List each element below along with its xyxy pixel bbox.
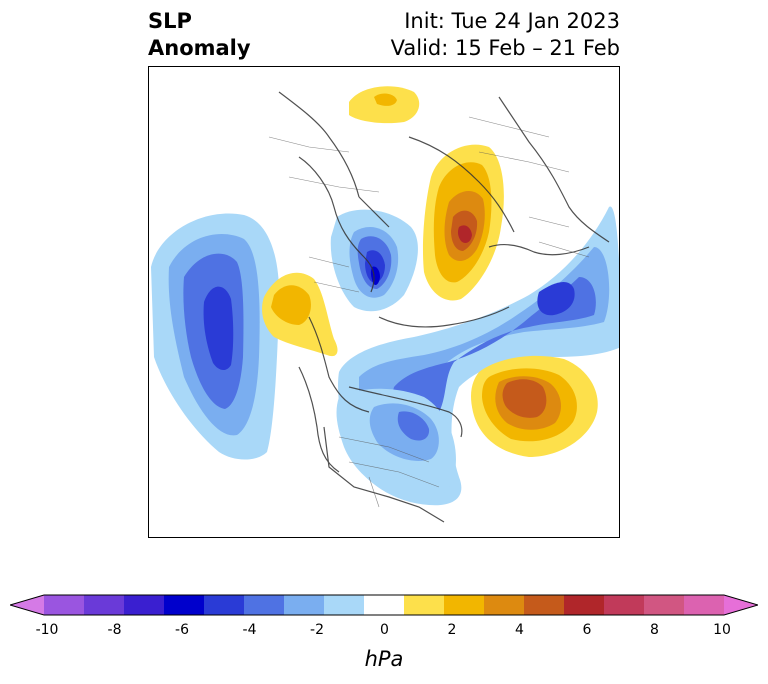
colorbar-swatch <box>644 595 685 615</box>
colorbar-tick-label: 2 <box>447 622 457 638</box>
colorbar-tick-label: 10 <box>713 622 731 638</box>
colorbar-swatch <box>324 595 365 615</box>
siberia-high-anomaly <box>422 144 504 301</box>
title-line-1: SLP <box>148 9 192 33</box>
colorbar-swatch <box>444 595 485 615</box>
colorbar <box>10 594 758 616</box>
colorbar-swatch <box>164 595 205 615</box>
valid-range: Valid: 15 Feb – 21 Feb <box>390 36 620 60</box>
map-title: SLP Anomaly <box>148 8 251 62</box>
colorbar-tick-label: 8 <box>650 622 659 638</box>
colorbar-tick-label: -8 <box>107 622 122 638</box>
colorbar-extend-min <box>10 595 44 615</box>
valid-dates: Init: Tue 24 Jan 2023 Valid: 15 Feb – 21… <box>391 8 620 62</box>
colorbar-tick-label: -4 <box>242 622 257 638</box>
colorbar-outline <box>10 594 758 616</box>
colorbar-swatch <box>524 595 565 615</box>
colorbar-swatch <box>604 595 645 615</box>
colorbar-swatch <box>244 595 285 615</box>
colorbar-swatch <box>204 595 245 615</box>
colorbar-swatch <box>364 595 405 615</box>
colorbar-tick-label: 0 <box>380 622 389 638</box>
colorbar-swatch <box>124 595 165 615</box>
east-pacific-high <box>262 272 338 357</box>
colorbar-tick-label: 4 <box>515 622 524 638</box>
colorbar-tick-label: 6 <box>582 622 592 638</box>
atlantic-high-anomaly <box>471 355 598 457</box>
slp-anomaly-map <box>148 66 620 538</box>
colorbar-tick-label: -2 <box>310 622 324 638</box>
colorbar-unit: hPa <box>364 647 404 671</box>
colorbar-swatch <box>84 595 125 615</box>
title-line-2: Anomaly <box>148 36 251 60</box>
coastlines <box>278 91 610 523</box>
colorbar-tick-label: -10 <box>35 622 59 638</box>
pacific-low-anomaly <box>151 213 280 460</box>
colorbar-extend-max <box>724 595 758 615</box>
north-america-low <box>336 388 456 502</box>
borders <box>268 116 590 508</box>
colorbar-swatch <box>284 595 325 615</box>
colorbar-swatch <box>484 595 525 615</box>
europe-high <box>349 86 420 124</box>
colorbar-swatch <box>404 595 445 615</box>
colorbar-swatch <box>44 595 85 615</box>
init-date: Init: Tue 24 Jan 2023 <box>404 9 620 33</box>
arctic-low-anomaly <box>330 209 418 312</box>
colorbar-ticks: -10 -8 -6 -4 -2 0 2 4 6 8 10 <box>0 622 768 642</box>
map-canvas <box>151 86 619 523</box>
colorbar-swatch <box>564 595 605 615</box>
colorbar-swatch <box>684 595 725 615</box>
colorbar-tick-label: -6 <box>175 622 189 638</box>
